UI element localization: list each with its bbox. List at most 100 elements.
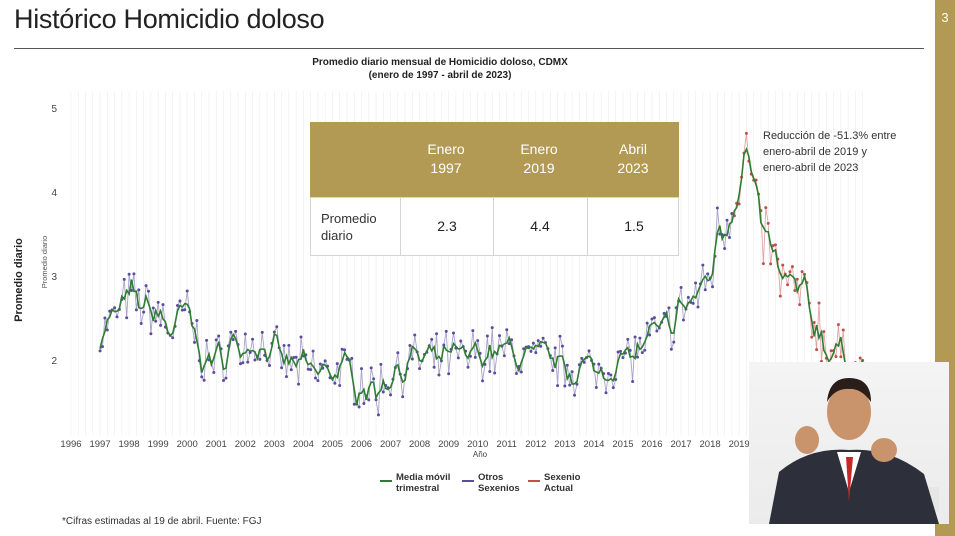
point-otros-sexenios bbox=[551, 368, 555, 372]
x-tick-label: 2008 bbox=[409, 439, 430, 450]
point-otros-sexenios bbox=[103, 316, 107, 320]
point-otros-sexenios bbox=[161, 303, 165, 307]
table-divider bbox=[587, 197, 588, 256]
point-otros-sexenios bbox=[98, 349, 102, 353]
y-tick-label: 5 bbox=[51, 104, 57, 115]
point-otros-sexenios bbox=[606, 372, 610, 376]
point-otros-sexenios bbox=[246, 360, 250, 364]
point-otros-sexenios bbox=[217, 334, 221, 338]
header-col-2: Enero 2019 bbox=[493, 140, 585, 178]
point-otros-sexenios bbox=[132, 272, 136, 276]
point-otros-sexenios bbox=[730, 211, 734, 215]
legend-swatch-media-movil bbox=[380, 480, 392, 482]
point-otros-sexenios bbox=[367, 398, 371, 402]
value-1997: 2.3 bbox=[437, 218, 457, 234]
point-sexenio-actual bbox=[841, 328, 845, 332]
point-otros-sexenios bbox=[154, 319, 158, 323]
header-col-3: Abril 2023 bbox=[587, 140, 679, 178]
point-sexenio-actual bbox=[773, 243, 777, 247]
point-otros-sexenios bbox=[369, 366, 373, 370]
point-otros-sexenios bbox=[633, 335, 637, 339]
point-otros-sexenios bbox=[655, 329, 659, 333]
point-otros-sexenios bbox=[309, 368, 313, 372]
x-tick-label: 2014 bbox=[583, 439, 604, 450]
point-otros-sexenios bbox=[643, 348, 647, 352]
interpreter-left-hand bbox=[795, 426, 819, 454]
point-otros-sexenios bbox=[183, 308, 187, 312]
point-otros-sexenios bbox=[318, 362, 322, 366]
point-otros-sexenios bbox=[268, 364, 272, 368]
point-sexenio-actual bbox=[761, 262, 765, 266]
point-sexenio-actual bbox=[786, 283, 790, 287]
point-otros-sexenios bbox=[360, 367, 363, 371]
point-otros-sexenios bbox=[444, 329, 448, 333]
point-otros-sexenios bbox=[556, 384, 560, 388]
point-otros-sexenios bbox=[694, 281, 698, 285]
point-sexenio-actual bbox=[836, 323, 840, 327]
point-sexenio-actual bbox=[766, 221, 770, 225]
point-otros-sexenios bbox=[686, 295, 690, 299]
point-otros-sexenios bbox=[505, 328, 509, 332]
header-col-2-year: 2019 bbox=[523, 160, 555, 176]
point-otros-sexenios bbox=[616, 350, 620, 354]
point-otros-sexenios bbox=[672, 340, 676, 344]
x-tick-label: 2011 bbox=[497, 439, 517, 450]
point-otros-sexenios bbox=[522, 347, 526, 351]
point-otros-sexenios bbox=[401, 395, 405, 399]
point-otros-sexenios bbox=[558, 334, 562, 338]
point-otros-sexenios bbox=[180, 308, 184, 312]
point-sexenio-actual bbox=[744, 131, 748, 135]
table-row: Promedio diario 2.3 4.4 1.5 bbox=[310, 197, 679, 256]
x-tick-label: 1998 bbox=[119, 439, 140, 450]
point-otros-sexenios bbox=[534, 351, 538, 355]
point-sexenio-actual bbox=[834, 355, 838, 359]
value-2019: 4.4 bbox=[530, 218, 550, 234]
header-col-1-year: 1997 bbox=[430, 160, 462, 176]
point-otros-sexenios bbox=[638, 336, 642, 340]
point-otros-sexenios bbox=[323, 359, 327, 363]
point-otros-sexenios bbox=[137, 288, 141, 292]
row-label-line-2: diario bbox=[321, 228, 353, 243]
header-col-3-month: Abril bbox=[618, 141, 647, 157]
point-otros-sexenios bbox=[151, 306, 155, 310]
point-otros-sexenios bbox=[711, 285, 715, 289]
point-otros-sexenios bbox=[432, 365, 436, 369]
point-otros-sexenios bbox=[435, 332, 439, 336]
point-otros-sexenios bbox=[299, 335, 303, 339]
point-otros-sexenios bbox=[127, 272, 131, 276]
point-otros-sexenios bbox=[202, 378, 206, 382]
legend-swatch-otros bbox=[462, 480, 474, 482]
point-sexenio-actual bbox=[793, 289, 797, 293]
point-otros-sexenios bbox=[205, 338, 209, 342]
point-otros-sexenios bbox=[343, 348, 347, 352]
point-otros-sexenios bbox=[231, 338, 235, 342]
slide-number: 3 bbox=[941, 10, 949, 25]
point-otros-sexenios bbox=[222, 379, 226, 383]
point-otros-sexenios bbox=[275, 325, 279, 329]
point-otros-sexenios bbox=[529, 349, 533, 353]
point-otros-sexenios bbox=[539, 344, 543, 348]
x-tick-label: 2018 bbox=[700, 439, 721, 450]
point-otros-sexenios bbox=[560, 344, 564, 348]
point-otros-sexenios bbox=[451, 331, 455, 335]
point-otros-sexenios bbox=[619, 349, 623, 353]
point-otros-sexenios bbox=[282, 343, 286, 347]
point-otros-sexenios bbox=[481, 379, 485, 383]
point-otros-sexenios bbox=[541, 336, 545, 340]
legend-otros-line-2: Sexenios bbox=[478, 483, 520, 494]
x-tick-label: 2016 bbox=[641, 439, 662, 450]
point-otros-sexenios bbox=[178, 299, 182, 303]
y-axis-label: Promedio diario bbox=[13, 238, 25, 322]
point-otros-sexenios bbox=[115, 315, 119, 319]
point-sexenio-actual bbox=[800, 270, 804, 274]
x-tick-label: 2012 bbox=[525, 439, 546, 450]
point-otros-sexenios bbox=[413, 333, 417, 337]
point-sexenio-actual bbox=[839, 355, 843, 359]
point-otros-sexenios bbox=[314, 376, 318, 380]
point-otros-sexenios bbox=[563, 384, 567, 388]
point-otros-sexenios bbox=[139, 321, 143, 325]
point-otros-sexenios bbox=[459, 339, 463, 343]
point-otros-sexenios bbox=[681, 318, 685, 322]
point-otros-sexenios bbox=[652, 316, 656, 320]
point-otros-sexenios bbox=[243, 332, 247, 336]
